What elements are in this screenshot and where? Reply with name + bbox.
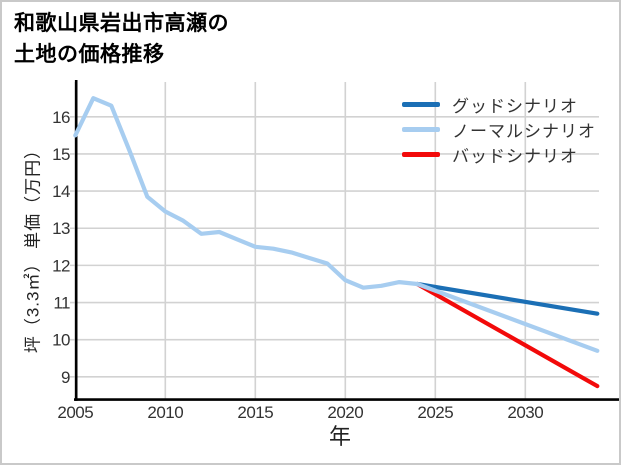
- y-tick-label: 14: [52, 182, 70, 201]
- legend-item-good: グッドシナリオ: [402, 92, 596, 117]
- legend-item-normal: ノーマルシナリオ: [402, 117, 596, 142]
- y-tick-label: 10: [52, 331, 70, 350]
- series-good-line: [415, 281, 600, 316]
- x-tick-label: 2020: [327, 403, 363, 422]
- y-tick-label: 15: [52, 145, 70, 164]
- legend-bad-line-swatch: [402, 152, 440, 157]
- x-axis-label: 年: [328, 424, 351, 449]
- chart-title: 和歌山県岩出市高瀬の 土地の価格推移: [14, 12, 229, 66]
- y-tick-label: 16: [52, 108, 70, 127]
- x-tick-label: 2025: [417, 403, 453, 422]
- legend-item-bad: バッドシナリオ: [402, 142, 596, 167]
- legend-normal-label: ノーマルシナリオ: [452, 122, 596, 141]
- series-normal-line: [415, 281, 600, 353]
- y-tick-label: 11: [53, 294, 70, 313]
- x-tick-label: 2030: [507, 403, 543, 422]
- legend-good-line-swatch: [402, 102, 440, 107]
- x-tick-label: 2005: [57, 403, 93, 422]
- y-tick-label: 9: [61, 368, 70, 387]
- y-tick-label: 12: [52, 256, 70, 275]
- legend-good-label: グッドシナリオ: [452, 97, 578, 116]
- legend-normal-line-swatch: [402, 127, 440, 132]
- y-axis-label: 坪（3.3㎡） 単価（万円）: [23, 140, 43, 354]
- series-historical-line: [73, 96, 420, 290]
- series-bad-line: [415, 281, 600, 389]
- x-tick-label: 2010: [147, 403, 183, 422]
- legend: グッドシナリオ ノーマルシナリオ バッドシナリオ: [402, 92, 596, 167]
- x-tick-label: 2015: [237, 403, 273, 422]
- y-tick-label: 13: [52, 219, 70, 238]
- legend-bad-label: バッドシナリオ: [452, 147, 578, 166]
